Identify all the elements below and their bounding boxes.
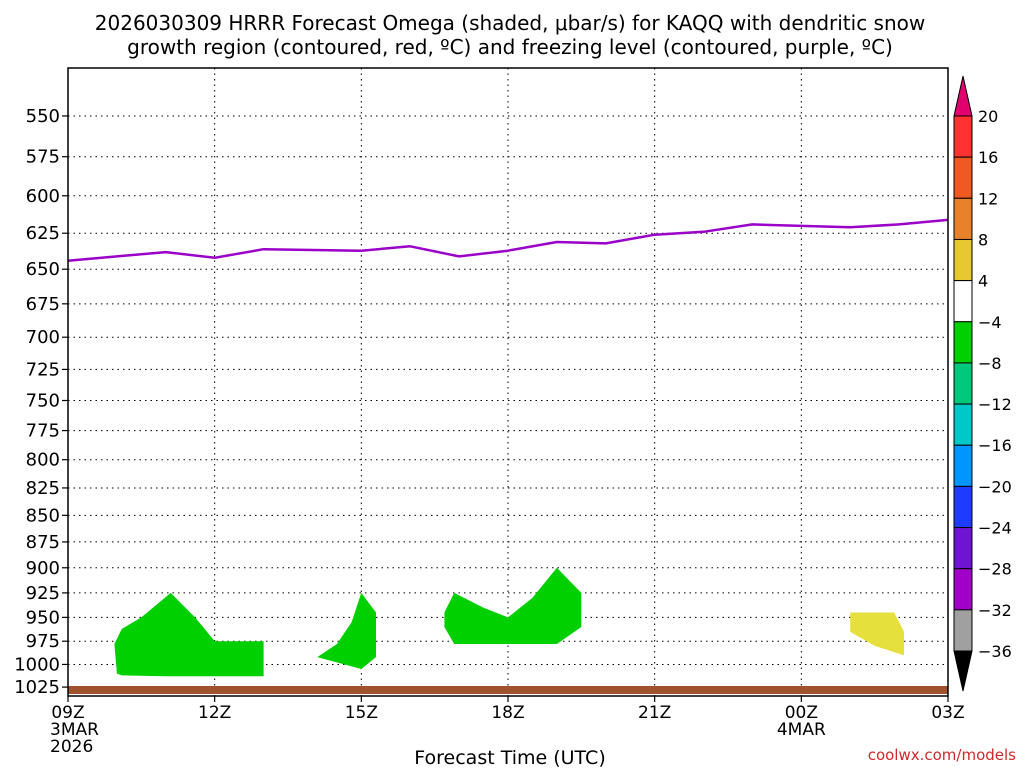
legend-swatch <box>953 609 973 652</box>
legend-level-label: 20 <box>978 107 998 126</box>
terrain-band <box>68 686 948 694</box>
legend-level-label: −12 <box>978 395 1012 414</box>
legend-swatch <box>953 485 973 529</box>
legend-level-label: −32 <box>978 601 1012 620</box>
y-tick-label: 900 <box>26 558 60 579</box>
chart-title-line1: 2026030309 HRRR Forecast Omega (shaded, … <box>95 11 925 35</box>
x-tick-label: 03Z <box>931 703 964 723</box>
y-tick-label: 875 <box>26 532 60 553</box>
y-tick-label: 675 <box>26 294 60 315</box>
legend-level-label: −20 <box>978 477 1012 496</box>
legend-level-label: −28 <box>978 560 1012 579</box>
omega-region <box>114 592 264 677</box>
y-tick-label: 700 <box>26 327 60 348</box>
y-tick-label: 550 <box>26 106 60 127</box>
legend-level-label: −8 <box>978 354 1002 373</box>
legend-level-label: 16 <box>978 148 998 167</box>
y-tick-label: 625 <box>26 223 60 244</box>
y-tick-label: 800 <box>26 450 60 471</box>
x-tick-label: 09Z <box>51 703 84 723</box>
y-tick-label: 575 <box>26 147 60 168</box>
y-tick-label: 725 <box>26 359 60 380</box>
y-tick-label: 1000 <box>14 654 60 675</box>
legend-swatch <box>953 444 973 487</box>
x-tick-label: 18Z <box>491 703 524 723</box>
y-tick-label: 1025 <box>14 677 60 698</box>
legend-swatch <box>953 197 973 240</box>
x-tick-label: 12Z <box>198 703 231 723</box>
legend-swatch <box>953 238 973 282</box>
omega-region <box>317 592 376 669</box>
x-tick-label: 4MAR <box>777 720 826 740</box>
grid <box>68 68 948 696</box>
y-tick-label: 650 <box>26 259 60 280</box>
legend-swatch <box>953 362 973 405</box>
pressure-axis: 550 575 600 625 650 675 700 725 750 775 800 825 850 8… <box>14 106 68 698</box>
x-tick-label: 00Z <box>785 703 818 723</box>
freezing-level-contour <box>67 218 949 262</box>
legend-bottom-arrow <box>953 650 973 692</box>
freezing-level-line <box>67 218 949 262</box>
legend-level-label: −4 <box>978 313 1002 332</box>
y-tick-label: 775 <box>26 421 60 442</box>
terrain-fill <box>68 686 948 694</box>
chart-title-line2: growth region (contoured, red, ºC) and f… <box>127 35 893 59</box>
y-tick-label: 850 <box>26 505 60 526</box>
legend-level-label: −24 <box>978 519 1012 538</box>
x-tick-label: 21Z <box>638 703 671 723</box>
legend-level-label: −16 <box>978 436 1012 455</box>
x-tick-label: 3MAR <box>50 720 99 740</box>
legend-swatch <box>953 115 973 158</box>
x-tick-label: 15Z <box>345 703 378 723</box>
y-tick-label: 950 <box>26 607 60 628</box>
legend-swatch <box>953 156 973 199</box>
y-tick-label: 750 <box>26 390 60 411</box>
omega-shaded-regions <box>114 567 904 677</box>
legend-level-label: 8 <box>978 230 988 249</box>
omega-region <box>444 567 582 644</box>
y-tick-label: 600 <box>26 186 60 207</box>
x-axis-label: Forecast Time (UTC) <box>414 747 605 768</box>
legend-level-label: 4 <box>978 272 988 291</box>
legend-level-label: −36 <box>978 642 1012 661</box>
x-tick-label: 2026 <box>50 737 93 757</box>
legend-level-label: 12 <box>978 189 998 208</box>
y-tick-label: 925 <box>26 583 60 604</box>
legend-swatch <box>953 280 973 323</box>
y-tick-label: 825 <box>26 478 60 499</box>
y-tick-label: 975 <box>26 631 60 652</box>
omega-region <box>850 612 904 656</box>
legend-swatch <box>953 527 973 570</box>
credit-text: coolwx.com/models <box>868 746 1016 764</box>
legend-swatch <box>953 403 973 446</box>
legend-swatch <box>953 568 973 611</box>
legend-swatch <box>953 321 973 364</box>
color-bar-legend: 20 16 12 8 4 −4 −8 −12 −16 −20 −24 −28 −32 −36 <box>953 75 1012 692</box>
